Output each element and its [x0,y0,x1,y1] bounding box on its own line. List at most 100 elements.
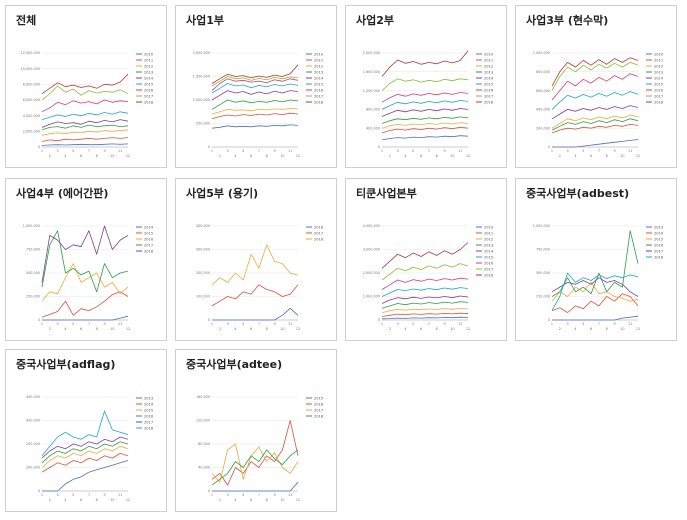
x-tick-label: 4 [404,154,406,158]
series-line-2013 [381,116,469,124]
series-line-2018 [211,64,299,84]
x-tick-label: 7 [88,149,90,153]
y-tick-label: 1,000,000 [363,295,380,299]
x-tick-label: 4 [234,327,236,331]
x-tick-label: 3 [567,149,569,153]
x-tick-label: 1 [551,322,553,326]
series-line-2018 [41,225,129,283]
x-tick-label: 4 [404,327,406,331]
line-chart: 0100,000200,000300,000400,00012345678910… [196,224,324,331]
series-line-2016 [211,78,299,91]
y-tick-label: 800,000 [536,70,550,74]
legend-label: 2015 [484,255,493,259]
legend-label: 2018 [654,255,664,259]
x-tick-label: 1 [211,149,213,153]
x-tick-label: 10 [110,327,114,331]
y-tick-label: 0 [378,145,380,149]
y-tick-label: 1,600,000 [363,70,380,74]
legend-label: 2010 [144,52,154,56]
x-tick-label: 3 [227,149,229,153]
x-tick-label: 3 [57,322,59,326]
series-line-2014 [211,90,299,101]
legend-label: 2017 [314,94,323,98]
x-tick-label: 2 [219,327,221,331]
x-tick-label: 11 [628,149,632,153]
x-tick-label: 11 [628,322,632,326]
legend-label: 2013 [484,70,493,74]
x-tick-label: 8 [606,154,608,158]
series-line-2012 [41,129,129,136]
y-tick-label: 400,000 [26,395,40,399]
x-tick-label: 3 [57,493,59,497]
x-tick-label: 6 [590,327,592,331]
legend-label: 2010 [314,52,324,56]
series-line-2014 [381,108,469,117]
x-tick-label: 10 [280,498,284,502]
series-line-2017 [381,263,469,281]
x-tick-label: 12 [126,327,130,331]
legend-label: 2014 [484,76,494,80]
series-line-2010 [552,139,639,148]
legend-label: 2016 [484,261,494,265]
x-tick-label: 11 [118,322,122,326]
legend-label: 2010 [654,52,664,56]
x-tick-label: 1 [551,149,553,153]
y-tick-label: 400,000 [366,126,380,130]
legend-label: 2012 [144,64,153,68]
x-tick-label: 7 [88,322,90,326]
y-tick-label: 0 [208,318,210,322]
chart-title: 사업2부 [356,14,395,27]
y-tick-label: 300,000 [26,419,40,423]
legend-label: 2012 [484,237,493,241]
series-line-2013 [552,315,639,321]
x-tick-label: 4 [234,498,236,502]
series-line-2017 [551,62,639,91]
series-line-2011 [381,312,469,317]
legend-label: 2010 [484,225,494,229]
x-tick-label: 9 [103,149,105,153]
legend-label: 2013 [484,243,493,247]
x-tick-label: 5 [242,493,244,497]
x-tick-label: 7 [598,149,600,153]
chart-title: 사업1부 [186,14,225,27]
series-line-2018 [211,449,299,486]
x-tick-label: 10 [450,327,454,331]
legend-label: 2016 [314,225,324,229]
series-line-2014 [551,105,639,120]
chart-card: 사업4부 (에어간판) 0 250,000 500,000 750,000 1,000,0… [5,178,167,341]
y-tick-label: 2,000,000 [363,271,380,275]
x-tick-label: 7 [258,149,260,153]
series-line-2013 [381,301,469,309]
x-tick-label: 2 [49,327,51,331]
line-chart: 0250,000500,000750,0001,000,000123456789… [23,224,154,331]
legend-label: 2015 [144,231,153,235]
y-tick-label: 1,500,000 [193,75,210,79]
x-tick-label: 1 [211,322,213,326]
legend-label: 2018 [144,426,154,430]
legend-label: 2018 [314,237,324,241]
y-tick-label: 40,000 [198,466,210,470]
y-tick-label: 1,000,000 [193,98,210,102]
x-tick-label: 4 [64,327,66,331]
series-line-2014 [42,315,129,321]
legend-label: 2011 [484,58,493,62]
y-tick-label: 0 [38,318,40,322]
x-tick-label: 12 [466,327,470,331]
y-tick-label: 100,000 [26,466,40,470]
x-tick-label: 12 [636,327,640,331]
x-tick-label: 11 [288,493,292,497]
x-tick-label: 5 [582,322,584,326]
series-line-2017 [211,443,299,483]
legend-label: 2017 [654,249,663,253]
y-tick-label: 250,000 [26,295,40,299]
legend-label: 2014 [484,249,494,253]
line-chart: 0 400,000 800,000 1,200,000 1,600,000 2,000,0… [363,50,494,158]
legend-label: 2017 [144,94,153,98]
series-line-2013 [42,460,129,492]
legend-label: 2017 [484,267,493,271]
y-tick-label: 0 [208,489,210,493]
series-line-2013 [211,99,299,110]
series-line-2014 [551,293,639,313]
legend-label: 2015 [654,237,663,241]
x-tick-label: 2 [389,327,391,331]
